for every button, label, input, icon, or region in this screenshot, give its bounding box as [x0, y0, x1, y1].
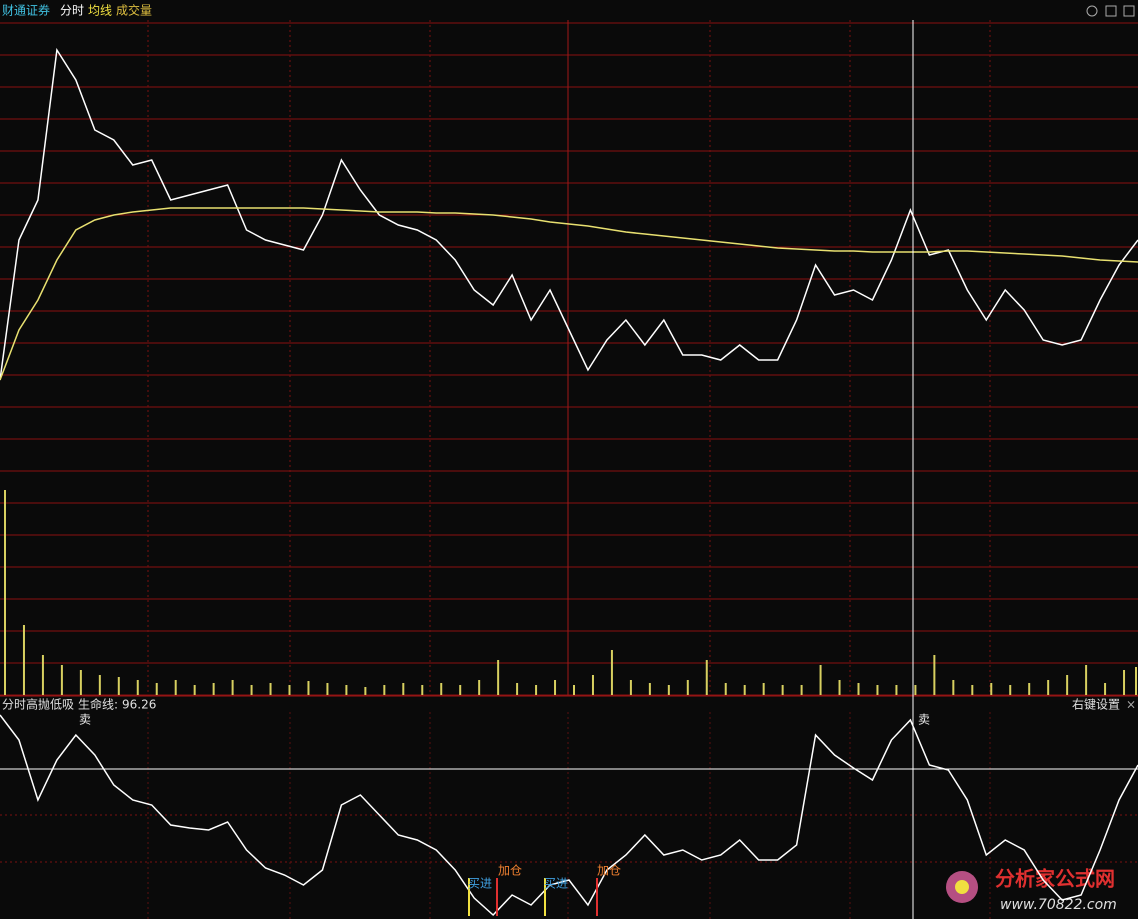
volume-bar [516, 683, 519, 695]
volume-bar [1135, 667, 1137, 695]
volume-bar [117, 677, 120, 695]
volume-bar [971, 685, 974, 695]
volume-bar [743, 685, 746, 695]
line-series [0, 47, 1138, 381]
volume-bar [136, 680, 139, 695]
volume-bar [497, 660, 500, 695]
tab[interactable]: 均线 [88, 4, 112, 18]
signal-bar [596, 878, 598, 916]
signal-bar [496, 878, 498, 916]
volume-bar [1047, 680, 1050, 695]
volume-bar [914, 685, 917, 695]
volume-bar [724, 683, 727, 695]
volume-bar [933, 655, 936, 695]
volume-bar [535, 685, 538, 695]
line-series [0, 714, 1138, 917]
volume-bar [610, 650, 613, 695]
watermark-url: www.70822.com [1000, 897, 1117, 913]
volume-bar [990, 683, 993, 695]
volume-bar [345, 685, 348, 695]
volume-bar [402, 683, 405, 695]
volume-bar [667, 685, 670, 695]
volume-bar [895, 685, 898, 695]
volume-bar [1085, 665, 1088, 695]
volume-bar [307, 681, 310, 695]
volume-bar [231, 680, 234, 695]
grid [0, 20, 1138, 919]
volume-bar [459, 685, 462, 695]
tab[interactable]: 分时 [60, 4, 84, 18]
volume-bar [1066, 675, 1069, 695]
volume-bar [554, 680, 557, 695]
watermark-name: 分析家公式网 [995, 867, 1115, 891]
volume-bar [79, 670, 82, 695]
volume-bar [819, 665, 822, 695]
signal-label: 加仓 [498, 864, 522, 878]
volume-bar [800, 685, 803, 695]
volume-bar [212, 683, 215, 695]
life-line-value: 96.26 [122, 698, 156, 712]
volume-bar [1104, 683, 1107, 695]
volume-bar [857, 683, 860, 695]
volume-bar [193, 685, 196, 695]
volume-bar [22, 625, 25, 695]
signal-bar [544, 878, 546, 916]
volume-bar [629, 680, 632, 695]
volume-bar [1028, 683, 1031, 695]
volume-bar [1123, 670, 1126, 695]
volume-bar [421, 685, 424, 695]
volume-bar [876, 685, 879, 695]
life-line-label: 生命线: [78, 697, 118, 712]
volume-bar [573, 685, 575, 695]
signal-label: 买进 [468, 877, 492, 891]
volume-bar [1009, 685, 1012, 695]
volume-bar [478, 680, 481, 695]
signal-label: 卖 [79, 713, 91, 727]
volume-bar [41, 655, 44, 695]
toolbar-icons[interactable] [1086, 5, 1135, 17]
watermark: 分析家公式网 www.70822.com [946, 867, 1117, 913]
volume-bar [174, 680, 177, 695]
volume-bar [762, 683, 765, 695]
volume-bar [686, 680, 689, 695]
volume-bar [705, 660, 708, 695]
volume-bar [288, 685, 291, 695]
volume-bar [155, 683, 158, 695]
volume-bar [781, 685, 784, 695]
volume-bar [250, 685, 253, 695]
line-series [0, 207, 1138, 381]
settings[interactable]: 右键设置 [1072, 697, 1120, 712]
signal-label: 买进 [544, 877, 568, 891]
volume-bar [98, 675, 101, 695]
volume-bar [591, 675, 594, 695]
volume-bar [648, 683, 651, 695]
volume-bar [364, 687, 367, 695]
broker: 财通证券 [2, 3, 50, 18]
volume-bar [383, 685, 386, 695]
volume-bar [952, 680, 955, 695]
volume-bar [60, 665, 63, 695]
indicator-title: 分时高抛低吸 [2, 697, 74, 712]
volume-bar [838, 680, 841, 695]
volume-bar [326, 683, 329, 695]
signal-label: 卖 [918, 713, 930, 727]
signal-label: 加仓 [597, 864, 621, 878]
volume-bar [440, 683, 443, 695]
signal-bar [468, 878, 470, 916]
tab[interactable]: 成交量 [116, 3, 152, 18]
volume-bar [4, 490, 6, 695]
close[interactable]: × [1126, 698, 1136, 712]
volume-bar [269, 683, 272, 695]
